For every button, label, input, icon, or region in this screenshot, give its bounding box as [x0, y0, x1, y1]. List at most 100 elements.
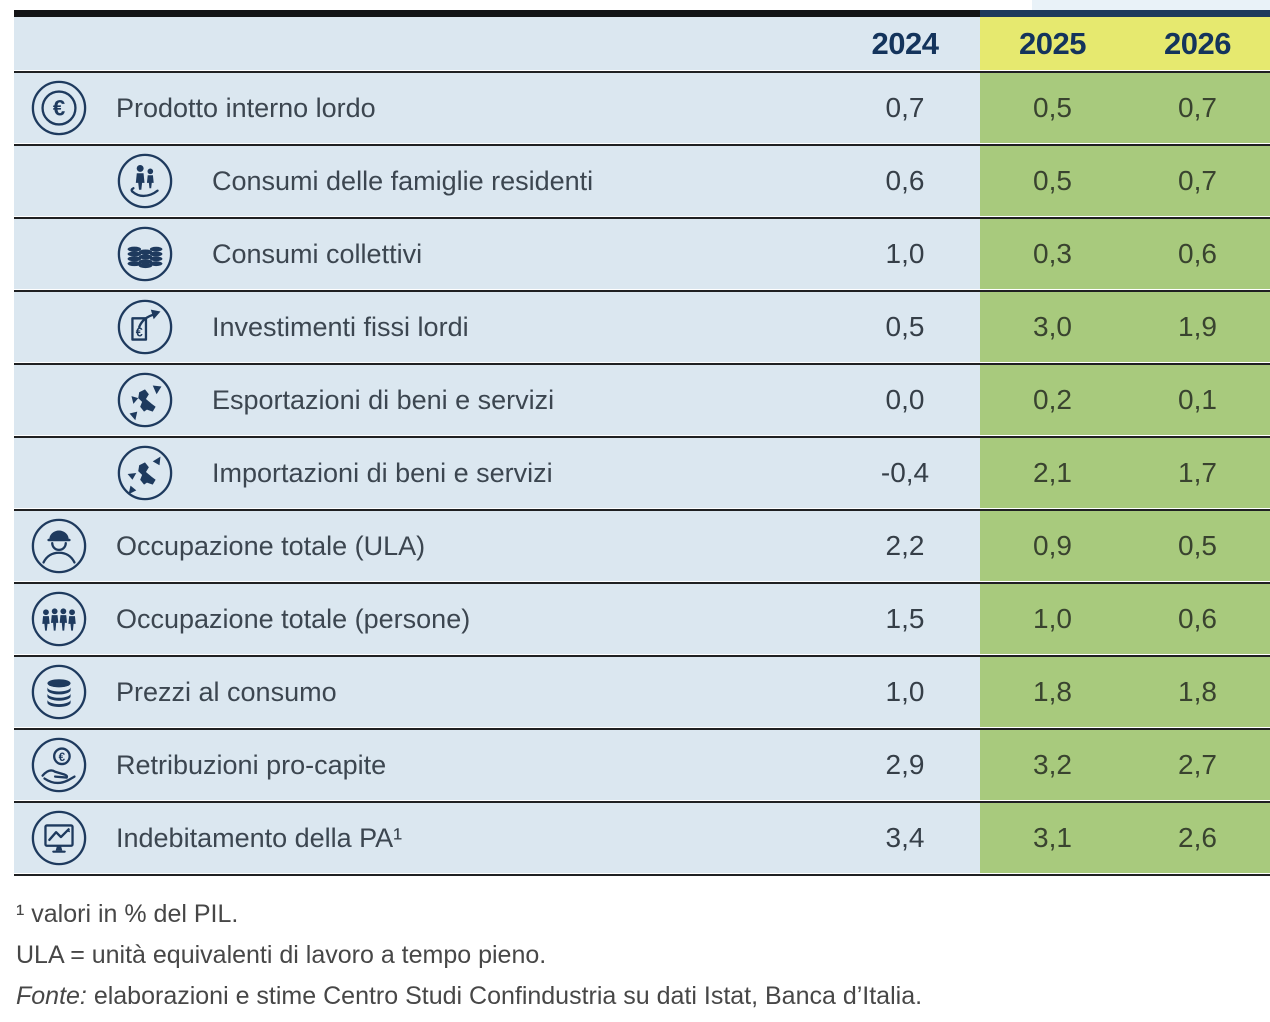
row-label: Investimenti fissi lordi: [212, 311, 469, 342]
row-label: Retribuzioni pro-capite: [116, 749, 387, 780]
row-label: Esportazioni di beni e servizi: [212, 384, 555, 415]
header-year-2026: 2026: [1125, 17, 1270, 70]
value-2025: 2,1: [980, 438, 1125, 508]
table-row-retribuzioni: € Retribuzioni pro-capite 2,9 3,2 2,7: [14, 730, 1270, 800]
value-2024: 0,6: [885, 165, 925, 196]
value-2025: 1,8: [980, 657, 1125, 727]
table-row-importazioni: Importazioni di beni e servizi -0,4 2,1 …: [14, 438, 1270, 508]
fonte-label: Fonte:: [16, 982, 87, 1010]
row-label-cell: Occupazione totale (ULA): [14, 511, 830, 581]
footnote-fonte: Fonte: elaborazioni e stime Centro Studi…: [16, 976, 922, 1017]
row-label: Consumi collettivi: [212, 238, 423, 269]
row-divider: [14, 873, 1270, 876]
row-label-cell: Occupazione totale (persone): [14, 584, 830, 654]
table-row-consumi-collettivi: Consumi collettivi 1,0 0,3 0,6: [14, 219, 1270, 289]
row-divider: [14, 362, 1270, 365]
value-2025: 0,3: [980, 219, 1125, 289]
row-label-cell: € Retribuzioni pro-capite: [14, 730, 830, 800]
row-label-cell: Indebitamento della PA¹: [14, 803, 830, 873]
table-row-consumi-famiglie: Consumi delle famiglie residenti 0,6 0,5…: [14, 146, 1270, 216]
table-row-esportazioni: Esportazioni di beni e servizi 0,0 0,2 0…: [14, 365, 1270, 435]
value-2024: 2,2: [885, 530, 925, 561]
euro-coin-icon: €: [31, 80, 87, 136]
header-year-2025: 2025: [980, 17, 1125, 70]
value-2024: 3,4: [885, 822, 925, 853]
row-divider: [14, 727, 1270, 730]
row-label-cell: € Prodotto interno lordo: [14, 73, 830, 143]
fonte-text: elaborazioni e stime Centro Studi Confin…: [86, 982, 923, 1010]
svg-text:€: €: [136, 326, 143, 340]
row-label-cell: Esportazioni di beni e servizi: [14, 365, 830, 435]
row-divider: [14, 289, 1270, 292]
footnote-ula: ULA = unità equivalenti di lavoro a temp…: [16, 941, 547, 969]
value-2024: 0,0: [885, 384, 925, 415]
table-row-occupazione-persone: Occupazione totale (persone) 1,5 1,0 0,6: [14, 584, 1270, 654]
row-divider: [14, 508, 1270, 511]
value-2024: 1,0: [885, 676, 925, 707]
row-label: Occupazione totale (ULA): [116, 530, 426, 561]
value-2026: 1,8: [1125, 657, 1270, 727]
header-label-cell: [14, 17, 830, 70]
value-2025: 0,5: [980, 73, 1125, 143]
coin-stack-icon: [31, 664, 87, 720]
header-year-2024: 2024: [830, 17, 980, 70]
value-2025: 0,2: [980, 365, 1125, 435]
table-row-prezzi: Prezzi al consumo 1,0 1,8 1,8: [14, 657, 1270, 727]
table-row-occupazione-ula: Occupazione totale (ULA) 2,2 0,9 0,5: [14, 511, 1270, 581]
row-label-cell: € Investimenti fissi lordi: [14, 292, 830, 362]
forecast-table: 2024 2025 2026 € Prodotto interno lordo …: [14, 10, 1270, 876]
value-2025: 0,5: [980, 146, 1125, 216]
svg-text:€: €: [53, 96, 65, 121]
table-row-pil: € Prodotto interno lordo 0,7 0,5 0,7: [14, 73, 1270, 143]
table-row-indebitamento-pa: Indebitamento della PA¹ 3,4 3,1 2,6: [14, 803, 1270, 873]
value-2025: 1,0: [980, 584, 1125, 654]
value-2024: -0,4: [880, 457, 930, 488]
value-2024: 0,5: [885, 311, 925, 342]
monitor-chart-icon: [31, 810, 87, 866]
row-label: Indebitamento della PA¹: [116, 822, 403, 853]
row-label: Occupazione totale (persone): [116, 603, 471, 634]
value-2026: 0,5: [1125, 511, 1270, 581]
row-label: Importazioni di beni e servizi: [212, 457, 553, 488]
row-label: Prodotto interno lordo: [116, 92, 376, 123]
value-2026: 0,7: [1125, 146, 1270, 216]
row-label-cell: Consumi delle famiglie residenti: [14, 146, 830, 216]
row-divider: [14, 216, 1270, 219]
table-top-border: [14, 10, 1270, 17]
value-2026: 0,1: [1125, 365, 1270, 435]
row-label: Prezzi al consumo: [116, 676, 337, 707]
value-2026: 0,6: [1125, 584, 1270, 654]
value-2024: 0,7: [885, 92, 925, 123]
value-2025: 3,0: [980, 292, 1125, 362]
value-2025: 3,1: [980, 803, 1125, 873]
row-label-cell: Importazioni di beni e servizi: [14, 438, 830, 508]
italy-export-icon: [117, 372, 173, 428]
top-border-navy: [980, 10, 1270, 17]
row-label: Consumi delle famiglie residenti: [212, 165, 594, 196]
table-header-row: 2024 2025 2026: [14, 17, 1270, 70]
value-2026: 1,7: [1125, 438, 1270, 508]
row-divider: [14, 435, 1270, 438]
row-divider: [14, 143, 1270, 146]
worker-helmet-icon: [31, 518, 87, 574]
footnote-pil: ¹ valori in % del PIL.: [16, 900, 239, 928]
value-2026: 2,7: [1125, 730, 1270, 800]
row-label-cell: Prezzi al consumo: [14, 657, 830, 727]
value-2024: 2,9: [885, 749, 925, 780]
value-2024: 1,5: [885, 603, 925, 634]
value-2026: 0,7: [1125, 73, 1270, 143]
row-divider: [14, 654, 1270, 657]
value-2025: 3,2: [980, 730, 1125, 800]
top-right-accent-strip: [1032, 0, 1270, 10]
footnotes: ¹ valori in % del PIL. ULA = unità equiv…: [16, 894, 922, 1017]
top-border-black: [14, 10, 980, 17]
table-row-investimenti: € Investimenti fissi lordi 0,5 3,0 1,9: [14, 292, 1270, 362]
value-2026: 1,9: [1125, 292, 1270, 362]
value-2026: 0,6: [1125, 219, 1270, 289]
row-label-cell: Consumi collettivi: [14, 219, 830, 289]
value-2024: 1,0: [885, 238, 925, 269]
investment-arrow-icon: €: [117, 299, 173, 355]
people-group-icon: [31, 591, 87, 647]
value-2026: 2,6: [1125, 803, 1270, 873]
